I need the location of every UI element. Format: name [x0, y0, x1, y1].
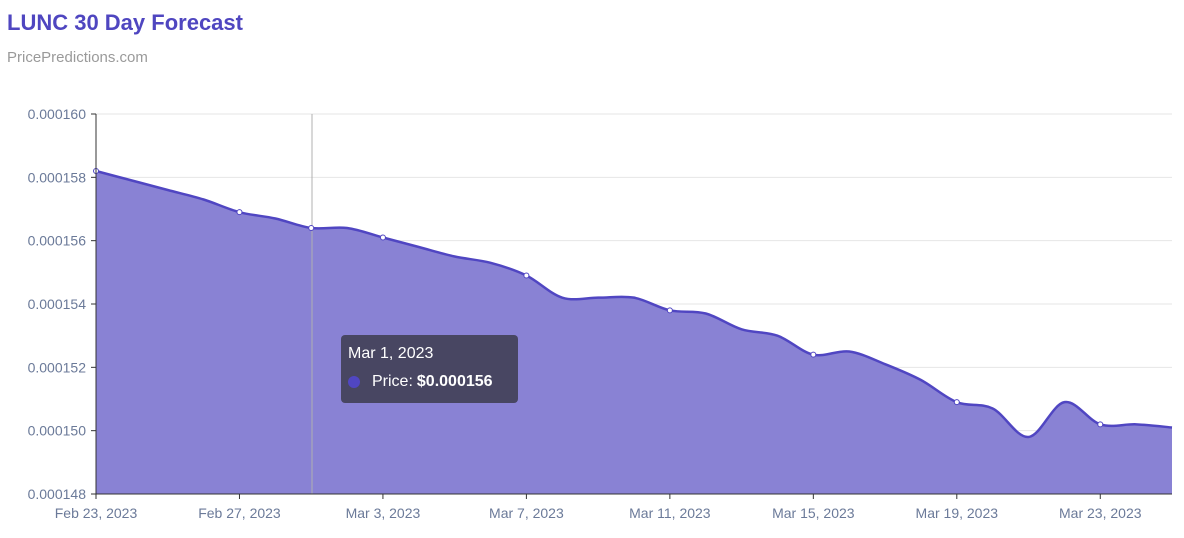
tooltip-value: $0.000156	[416, 373, 493, 390]
data-point[interactable]	[523, 272, 530, 279]
x-tick-label: Mar 15, 2023	[772, 505, 855, 521]
data-point[interactable]	[953, 399, 960, 406]
y-tick-label: 0.000150	[28, 423, 87, 439]
x-tick-label: Mar 3, 2023	[346, 505, 421, 521]
x-tick-label: Mar 23, 2023	[1059, 505, 1142, 521]
x-tick-label: Mar 19, 2023	[916, 505, 999, 521]
tooltip-date: Mar 1, 2023	[348, 345, 434, 362]
data-point[interactable]	[308, 225, 315, 231]
tooltip: Mar 1, 2023 Price: $0.000156	[341, 335, 518, 403]
x-tick-label: Feb 27, 2023	[198, 505, 281, 521]
y-tick-label: 0.000148	[28, 486, 87, 502]
price-area	[96, 171, 1172, 494]
x-tick-label: Mar 7, 2023	[489, 505, 564, 521]
y-tick-label: 0.000160	[28, 106, 87, 122]
data-point[interactable]	[666, 307, 673, 314]
y-tick-label: 0.000158	[28, 169, 87, 185]
y-tick-label: 0.000154	[28, 296, 87, 312]
x-tick-label: Mar 11, 2023	[629, 505, 711, 521]
data-point[interactable]	[810, 351, 817, 358]
data-point[interactable]	[236, 209, 243, 216]
y-tick-label: 0.000156	[28, 233, 87, 249]
x-tick-label: Feb 23, 2023	[55, 505, 138, 521]
chart-title: LUNC 30 Day Forecast	[7, 10, 243, 35]
data-point[interactable]	[1097, 421, 1104, 428]
chart-subtitle: PricePredictions.com	[7, 49, 148, 66]
data-point[interactable]	[379, 234, 386, 241]
series-dot-icon	[348, 376, 360, 388]
price-line	[95, 169, 1173, 439]
tooltip-label: Price:	[372, 373, 413, 390]
y-tick-label: 0.000152	[28, 359, 87, 375]
